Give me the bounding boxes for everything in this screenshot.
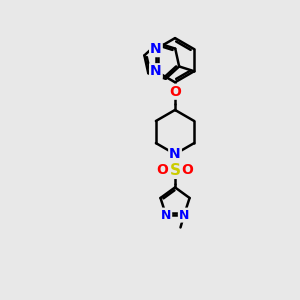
Text: O: O (157, 163, 169, 177)
Text: O: O (169, 85, 181, 99)
Text: N: N (161, 208, 171, 222)
Text: N: N (169, 147, 181, 161)
Text: S: S (169, 163, 181, 178)
Text: N: N (150, 64, 162, 78)
Text: N: N (179, 208, 189, 222)
Text: O: O (182, 163, 193, 177)
Text: N: N (150, 42, 162, 56)
